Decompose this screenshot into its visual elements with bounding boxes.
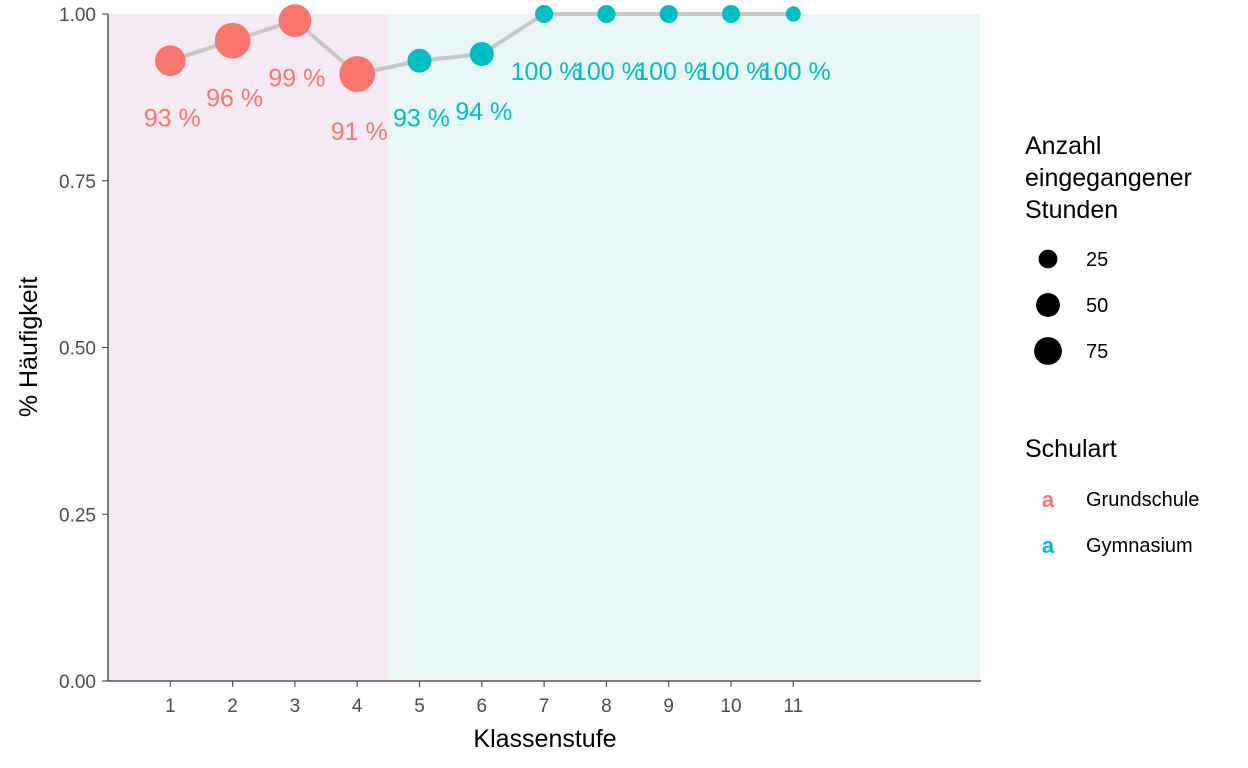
- x-tick-label: 3: [290, 696, 301, 717]
- legend: Anzahl eingegangener Stunden 25 50 75 Schu…: [1025, 132, 1199, 558]
- data-point: [535, 4, 554, 24]
- size-legend-label: 25: [1086, 249, 1108, 271]
- data-point: [469, 42, 494, 67]
- legend-size-title-line-2: eingegangener: [1025, 164, 1192, 192]
- size-legend-key: [1036, 293, 1060, 317]
- data-label: 93 %: [144, 105, 201, 133]
- x-tick-label: 2: [227, 696, 238, 717]
- y-tick-label: 1.00: [59, 5, 96, 26]
- color-legend-label: Grundschule: [1086, 489, 1199, 511]
- data-labels: 93 %96 %99 %91 % 93 % 94 %100 %100 %100 %1…: [144, 58, 831, 146]
- data-label: 100 %: [635, 58, 706, 86]
- color-legend-key: a: [1042, 533, 1055, 558]
- data-point: [597, 4, 616, 24]
- data-label: 100 %: [573, 58, 644, 86]
- data-label: 91 %: [331, 118, 388, 146]
- x-tick-label: 10: [720, 696, 741, 717]
- data-point: [339, 56, 376, 92]
- data-points: [154, 4, 801, 92]
- data-label: 100 %: [698, 58, 769, 86]
- legend-size-title-line-3: Stunden: [1025, 196, 1118, 224]
- data-point: [278, 4, 312, 38]
- y-tick-label: 0.00: [59, 672, 96, 693]
- color-legend-keys: a Grundschule a Gymnasium: [1042, 487, 1200, 558]
- legend-color-title: Schulart: [1025, 435, 1117, 463]
- color-legend-label: Gymnasium: [1086, 535, 1193, 557]
- data-label: 100 %: [760, 58, 831, 86]
- data-point: [154, 45, 186, 77]
- x-tick-label: 11: [783, 696, 803, 717]
- data-label: 93 %: [393, 105, 450, 133]
- data-point: [659, 4, 678, 24]
- x-axis-title: Klassenstufe: [473, 725, 616, 753]
- size-legend-key: [1034, 337, 1062, 365]
- axes: 0.00 0.25 0.50 0.75 1.00 1 2 3 4 5 6 7 8 9 10 11: [59, 5, 981, 717]
- x-tick-label: 5: [414, 696, 425, 717]
- y-tick-label: 0.25: [59, 505, 96, 526]
- legend-size-title-line-1: Anzahl: [1025, 132, 1101, 160]
- data-label: 94 %: [455, 98, 512, 126]
- background-regions: [108, 14, 981, 681]
- data-point: [407, 48, 432, 73]
- x-tick-label: 8: [601, 696, 612, 717]
- background-region-1: [108, 14, 389, 681]
- data-label: 99 %: [268, 65, 325, 93]
- x-tick-label: 4: [352, 696, 363, 717]
- size-legend-label: 75: [1086, 341, 1108, 363]
- data-point: [785, 6, 801, 22]
- size-legend-keys: 25 50 75: [1034, 249, 1108, 365]
- y-tick-label: 0.50: [59, 339, 96, 360]
- x-tick-label: 6: [477, 696, 488, 717]
- x-tick-label: 9: [663, 696, 674, 717]
- x-tick-label: 1: [165, 696, 176, 717]
- color-legend-key: a: [1042, 487, 1055, 512]
- data-label: 100 %: [511, 58, 582, 86]
- y-axis-title: % Häufigkeit: [15, 277, 43, 417]
- data-point: [214, 22, 251, 59]
- data-point: [721, 4, 741, 24]
- size-legend-key: [1038, 249, 1058, 269]
- y-tick-label: 0.75: [59, 172, 96, 193]
- x-tick-label: 7: [539, 696, 550, 717]
- data-label: 96 %: [206, 85, 263, 113]
- size-legend-label: 50: [1086, 295, 1108, 317]
- background-region-2: [388, 14, 981, 681]
